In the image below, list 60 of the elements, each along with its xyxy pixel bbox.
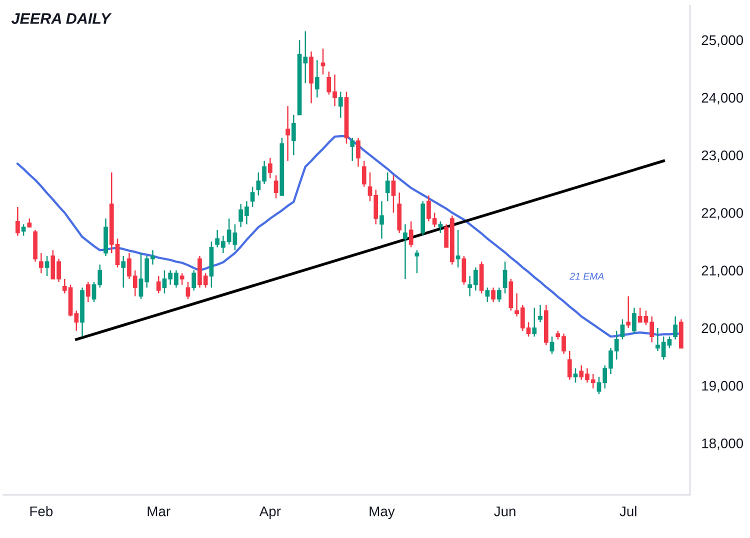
candlestick: [408, 220, 414, 248]
candlestick: [250, 186, 255, 208]
candlestick: [538, 304, 542, 323]
candlestick: [550, 336, 554, 354]
y-tick-label: 25,000: [702, 35, 744, 47]
x-tick-label: May: [370, 506, 395, 520]
x-tick-label: Jul: [620, 506, 636, 516]
candlestick: [438, 220, 443, 234]
y-tick-label: 24,000: [702, 92, 744, 104]
candlestick: [156, 275, 161, 294]
candlestick: [626, 296, 631, 329]
candlestick: [462, 255, 466, 286]
candlestick: [16, 206, 20, 236]
candlestick: [350, 137, 355, 162]
candlestick: [403, 224, 408, 280]
x-tick-label: Apr: [259, 506, 281, 520]
candlestick: [121, 255, 126, 288]
candlestick: [380, 200, 384, 240]
candlestick: [567, 350, 572, 380]
y-tick-label: 23,000: [702, 150, 744, 162]
x-tick-label: Mar: [148, 506, 170, 516]
candlestick: [338, 91, 343, 118]
candlestick: [456, 229, 460, 268]
y-tick-label: 20,000: [702, 323, 744, 335]
y-tick-label: 22,000: [702, 208, 744, 220]
candlestick: [268, 157, 272, 179]
candlestick: [673, 316, 678, 340]
candlestick: [38, 252, 44, 274]
candlestick: [391, 174, 396, 214]
candlestick: [502, 261, 508, 294]
x-tick-label: Jun: [494, 506, 516, 516]
candlestick: [44, 255, 50, 277]
candlestick: [573, 368, 578, 384]
candlestick: [186, 281, 190, 300]
candlestick: [180, 272, 184, 286]
candlestick: [356, 137, 360, 168]
candlestick: [491, 286, 496, 303]
candlestick: [362, 160, 366, 188]
x-tick-label: Feb: [30, 506, 53, 516]
text: 21 EMA: [570, 272, 604, 280]
candlestick: [314, 59, 320, 98]
candlestick: [532, 307, 537, 338]
candlestick: [385, 172, 390, 202]
y-tick-label: 19,000: [702, 380, 744, 392]
candlestick: [274, 174, 278, 199]
candlestick: [232, 224, 238, 251]
candlestick: [414, 250, 420, 274]
candlestick: [286, 106, 290, 162]
y-tick-label: 18,000: [702, 438, 744, 450]
candlestick: [192, 270, 196, 292]
candlestick: [632, 307, 636, 334]
candlestick: [291, 114, 296, 156]
candlestick: [320, 48, 326, 76]
candlestick: [86, 281, 90, 303]
candlestick: [620, 318, 625, 340]
y-tick-label: 21,000: [702, 266, 744, 278]
chart-title: JEERA DAILY: [11, 13, 112, 24]
candlestick: [21, 224, 26, 236]
candlestick: [496, 286, 502, 303]
candlestick: [485, 286, 490, 303]
